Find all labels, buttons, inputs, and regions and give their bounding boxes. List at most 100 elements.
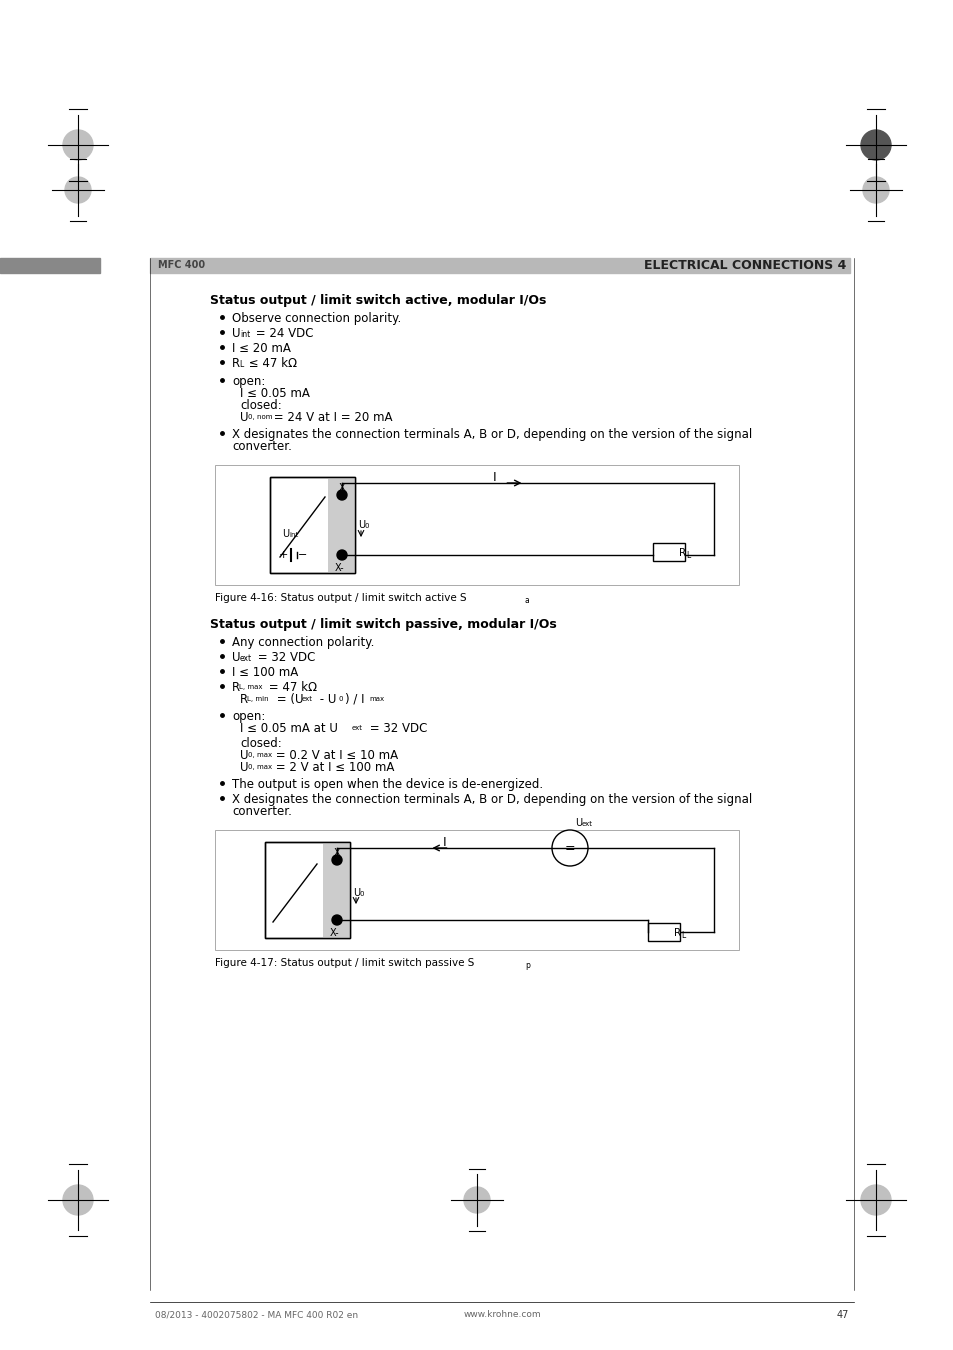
Text: Figure 4-17: Status output / limit switch passive S: Figure 4-17: Status output / limit switc…: [214, 958, 474, 968]
Text: ) / I: ) / I: [345, 693, 364, 706]
Text: = 24 VDC: = 24 VDC: [252, 327, 314, 340]
Bar: [265, 842, 350, 938]
Text: = 32 VDC: = 32 VDC: [366, 722, 427, 734]
Bar: [647, 923, 679, 941]
Text: U: U: [232, 327, 240, 340]
Text: R: R: [673, 927, 680, 938]
Text: I: I: [442, 836, 446, 849]
Text: = 32 VDC: = 32 VDC: [253, 651, 315, 664]
Text: I ≤ 20 mA: I ≤ 20 mA: [232, 342, 291, 355]
Circle shape: [332, 915, 341, 925]
Text: 0: 0: [365, 522, 369, 529]
Text: L, min: L, min: [247, 697, 269, 702]
Text: L: L: [680, 931, 684, 940]
Text: +: +: [278, 549, 288, 560]
Bar: [265, 842, 350, 938]
Circle shape: [65, 177, 91, 202]
Text: U: U: [240, 749, 248, 761]
Circle shape: [861, 130, 890, 161]
Bar: [150, 258, 849, 273]
Text: int: int: [240, 329, 250, 339]
Text: ext: ext: [352, 725, 363, 730]
Circle shape: [336, 549, 347, 560]
Text: 47: 47: [836, 1310, 848, 1320]
Text: ext: ext: [302, 697, 313, 702]
Text: converter.: converter.: [232, 440, 292, 454]
Bar: [270, 477, 355, 572]
Text: open:: open:: [232, 375, 265, 387]
Text: U: U: [353, 888, 359, 898]
Text: R: R: [232, 356, 240, 370]
Text: X: X: [334, 848, 340, 859]
Text: Figure 4-16: Status output / limit switch active S: Figure 4-16: Status output / limit switc…: [214, 593, 466, 603]
Text: ext: ext: [240, 653, 252, 663]
Text: = (U: = (U: [273, 693, 303, 706]
Bar: [328, 477, 355, 572]
Text: L: L: [685, 551, 690, 560]
Text: a: a: [524, 595, 529, 605]
Text: X designates the connection terminals A, B or D, depending on the version of the: X designates the connection terminals A,…: [232, 428, 752, 441]
Text: = 2 V at I ≤ 100 mA: = 2 V at I ≤ 100 mA: [272, 761, 394, 774]
Bar: [270, 477, 355, 572]
Text: 0, nom: 0, nom: [248, 414, 273, 420]
Circle shape: [463, 1187, 490, 1214]
Text: L: L: [239, 360, 243, 369]
Text: closed:: closed:: [240, 400, 281, 412]
Text: Any connection polarity.: Any connection polarity.: [232, 636, 374, 649]
Circle shape: [861, 1185, 890, 1215]
Text: open:: open:: [232, 710, 265, 724]
Circle shape: [862, 177, 888, 202]
Text: R: R: [232, 680, 240, 694]
Text: U: U: [240, 761, 248, 774]
Bar: [323, 842, 350, 938]
Text: 0: 0: [338, 697, 343, 702]
Text: = 47 kΩ: = 47 kΩ: [265, 680, 316, 694]
Text: =: =: [564, 842, 575, 856]
Text: The output is open when the device is de-energized.: The output is open when the device is de…: [232, 778, 542, 791]
Text: I ≤ 100 mA: I ≤ 100 mA: [232, 666, 298, 679]
Text: ext: ext: [581, 821, 593, 828]
Text: −: −: [298, 549, 308, 560]
Text: = 0.2 V at I ≤ 10 mA: = 0.2 V at I ≤ 10 mA: [272, 749, 397, 761]
Circle shape: [552, 830, 587, 865]
Text: X-: X-: [335, 563, 344, 572]
Text: 0: 0: [359, 891, 364, 896]
Text: U: U: [232, 651, 240, 664]
Text: U: U: [357, 520, 365, 531]
Text: closed:: closed:: [240, 737, 281, 751]
Text: www.krohne.com: www.krohne.com: [463, 1310, 540, 1319]
Text: ELECTRICAL CONNECTIONS 4: ELECTRICAL CONNECTIONS 4: [643, 259, 845, 271]
Text: max: max: [369, 697, 384, 702]
Text: U: U: [282, 529, 289, 539]
Text: U: U: [575, 818, 581, 828]
Text: X: X: [338, 483, 345, 493]
Text: X-: X-: [330, 927, 339, 938]
Text: p: p: [524, 961, 529, 971]
Bar: [652, 543, 684, 562]
Text: MFC 400: MFC 400: [158, 261, 205, 270]
Text: converter.: converter.: [232, 805, 292, 818]
Text: = 24 V at I = 20 mA: = 24 V at I = 20 mA: [270, 410, 392, 424]
Bar: [214, 464, 739, 585]
Text: Observe connection polarity.: Observe connection polarity.: [232, 312, 401, 325]
Circle shape: [332, 855, 341, 865]
Text: Status output / limit switch passive, modular I/Os: Status output / limit switch passive, mo…: [210, 618, 557, 630]
Text: X designates the connection terminals A, B or D, depending on the version of the: X designates the connection terminals A,…: [232, 792, 752, 806]
Bar: [0, 258, 100, 273]
Text: I: I: [492, 471, 496, 485]
Text: U: U: [240, 410, 248, 424]
Text: - U: - U: [315, 693, 336, 706]
Text: ≤ 47 kΩ: ≤ 47 kΩ: [245, 356, 296, 370]
Text: L, max: L, max: [239, 684, 262, 690]
Text: Status output / limit switch active, modular I/Os: Status output / limit switch active, mod…: [210, 294, 546, 306]
Text: R: R: [240, 693, 248, 706]
Circle shape: [63, 130, 92, 161]
Text: 0, max: 0, max: [248, 764, 272, 769]
Text: 0, max: 0, max: [248, 752, 272, 757]
Circle shape: [63, 1185, 92, 1215]
Text: 08/2013 - 4002075802 - MA MFC 400 R02 en: 08/2013 - 4002075802 - MA MFC 400 R02 en: [154, 1310, 357, 1319]
Text: I ≤ 0.05 mA at U: I ≤ 0.05 mA at U: [240, 722, 337, 734]
Text: I ≤ 0.05 mA: I ≤ 0.05 mA: [240, 387, 310, 400]
Bar: [214, 830, 739, 950]
Text: R: R: [679, 548, 685, 558]
